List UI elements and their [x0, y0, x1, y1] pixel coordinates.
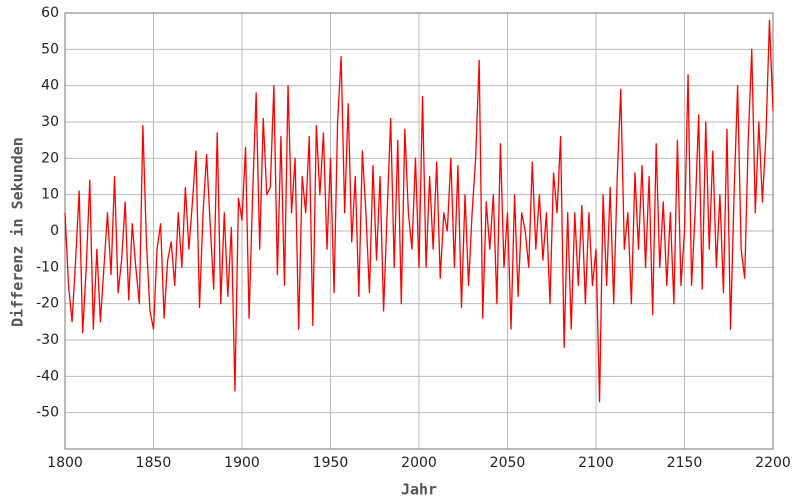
y-tick-label: -30	[36, 332, 59, 348]
data-line	[64, 19, 774, 403]
plot-frame	[64, 12, 774, 450]
x-axis-title: Jahr	[401, 481, 437, 499]
x-tick-label: 1800	[47, 455, 83, 471]
x-tick-label: 1850	[136, 455, 172, 471]
x-tick-label: 2050	[490, 455, 526, 471]
y-tick-label: -20	[36, 296, 59, 312]
x-tick-label: 2200	[755, 455, 791, 471]
y-tick-label: -10	[36, 259, 59, 275]
y-tick-label: -40	[36, 368, 59, 384]
x-tick-label: 1950	[313, 455, 349, 471]
y-tick-label: 40	[41, 78, 59, 94]
y-tick-label: 30	[41, 114, 59, 130]
y-tick-label: 50	[41, 41, 59, 57]
x-tick-label: 1900	[224, 455, 260, 471]
x-tick-label: 2150	[667, 455, 703, 471]
y-tick-label: 10	[41, 187, 59, 203]
y-axis-title: Differenz in Sekunden	[9, 137, 27, 327]
y-tick-label: 20	[41, 150, 59, 166]
y-tick-label: -50	[36, 405, 59, 421]
y-tick-label: 0	[50, 223, 59, 239]
y-tick-label: 60	[41, 5, 59, 21]
x-tick-label: 2100	[578, 455, 614, 471]
x-tick-label: 2000	[401, 455, 437, 471]
